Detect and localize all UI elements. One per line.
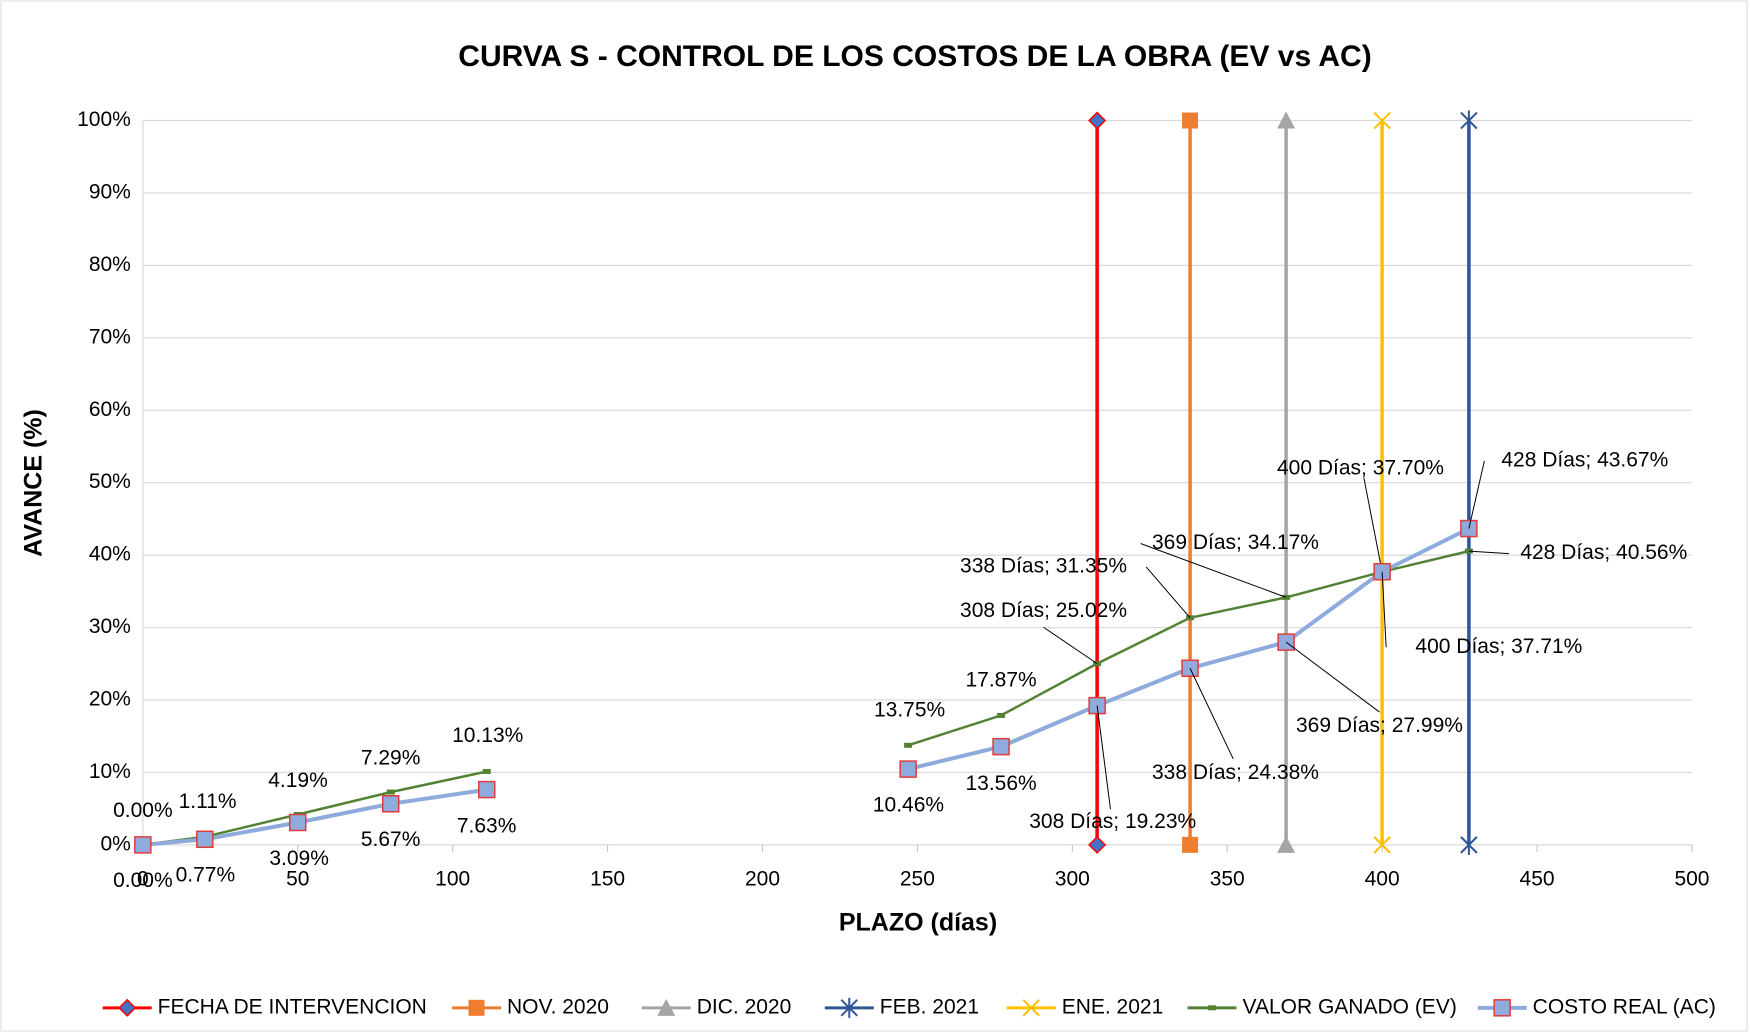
x-tick-label: 250 bbox=[900, 867, 935, 890]
legend-label: FECHA DE INTERVENCION bbox=[158, 995, 427, 1018]
chart-title: CURVA S - CONTROL DE LOS COSTOS DE LA OB… bbox=[458, 40, 1371, 73]
y-tick-label: 20% bbox=[89, 688, 131, 711]
x-tick-label: 0 bbox=[137, 867, 149, 890]
data-point bbox=[196, 830, 214, 849]
legend-marker bbox=[118, 998, 137, 1017]
legend-marker bbox=[1022, 999, 1040, 1017]
x-tick-label: 500 bbox=[1674, 867, 1709, 890]
data-label: 5.67% bbox=[361, 828, 421, 851]
y-tick-label: 10% bbox=[89, 760, 131, 783]
data-label: 17.87% bbox=[965, 668, 1036, 691]
data-label: 369 Días; 34.17% bbox=[1152, 531, 1319, 554]
legend-marker bbox=[1493, 999, 1511, 1017]
y-tick-label: 90% bbox=[89, 181, 131, 204]
legend-label: ENE. 2021 bbox=[1062, 995, 1164, 1018]
leader-line bbox=[1043, 626, 1098, 665]
leader-line bbox=[1189, 668, 1234, 760]
x-tick-label: 350 bbox=[1210, 867, 1245, 890]
data-point bbox=[899, 760, 917, 778]
x-tick-label: 100 bbox=[435, 867, 470, 890]
x-axis-title: PLAZO (días) bbox=[839, 909, 997, 937]
data-label: 338 Días; 31.35% bbox=[960, 555, 1127, 578]
legend-marker bbox=[840, 997, 858, 1018]
x-tick-label: 300 bbox=[1055, 867, 1090, 890]
data-label: 7.29% bbox=[361, 746, 421, 769]
data-point bbox=[1373, 111, 1391, 130]
data-label: 428 Días; 40.56% bbox=[1520, 541, 1687, 564]
y-tick-label: 60% bbox=[89, 398, 131, 421]
data-point bbox=[1373, 836, 1391, 854]
legend-label: NOV. 2020 bbox=[507, 995, 609, 1018]
data-point bbox=[1088, 111, 1107, 130]
leader-line bbox=[1468, 460, 1485, 529]
data-point bbox=[134, 836, 152, 854]
legend-label: FEB. 2021 bbox=[880, 995, 979, 1018]
data-label: 400 Días; 37.71% bbox=[1415, 635, 1582, 658]
data-point bbox=[381, 795, 400, 813]
data-point bbox=[1182, 112, 1199, 129]
data-point bbox=[482, 768, 491, 774]
legend-label: COSTO REAL (AC) bbox=[1533, 995, 1716, 1018]
leader-line bbox=[1285, 641, 1380, 713]
y-tick-label: 40% bbox=[89, 543, 131, 566]
legend-label: DIC. 2020 bbox=[697, 995, 792, 1018]
data-label: 1.11% bbox=[179, 790, 237, 813]
y-tick-label: 70% bbox=[89, 325, 131, 348]
y-tick-label: 80% bbox=[89, 253, 131, 276]
legend-marker bbox=[1208, 1005, 1216, 1011]
leader-line bbox=[1468, 550, 1509, 555]
data-label: 369 Días; 27.99% bbox=[1296, 714, 1463, 737]
x-tick-label: 450 bbox=[1520, 867, 1555, 890]
data-point bbox=[1460, 834, 1478, 855]
data-label: 338 Días; 24.38% bbox=[1152, 761, 1319, 784]
data-point bbox=[1182, 836, 1199, 853]
leader-line bbox=[1145, 566, 1191, 619]
data-label: 13.56% bbox=[965, 772, 1036, 795]
data-label: 308 Días; 19.23% bbox=[1029, 810, 1196, 833]
x-tick-label: 50 bbox=[286, 867, 309, 890]
data-label: 4.19% bbox=[268, 769, 328, 792]
data-label: 0.00% bbox=[113, 799, 173, 822]
x-tick-label: 150 bbox=[590, 867, 625, 890]
data-point bbox=[992, 737, 1010, 756]
data-label: 10.46% bbox=[873, 793, 944, 816]
data-label: 3.09% bbox=[269, 847, 329, 870]
data-point bbox=[904, 742, 913, 748]
data-point bbox=[1277, 835, 1296, 853]
data-label: 308 Días; 25.02% bbox=[960, 599, 1127, 622]
legend-marker bbox=[657, 998, 676, 1016]
data-point bbox=[1088, 835, 1107, 854]
y-tick-label: 50% bbox=[89, 470, 131, 493]
data-label: 428 Días; 43.67% bbox=[1501, 448, 1668, 471]
leader-line bbox=[1363, 477, 1383, 572]
data-point bbox=[997, 712, 1006, 718]
legend-marker bbox=[468, 999, 485, 1016]
data-label: 400 Días; 37.70% bbox=[1277, 456, 1444, 479]
y-tick-label: 0% bbox=[100, 832, 130, 855]
data-label: 7.63% bbox=[457, 815, 517, 838]
x-tick-label: 400 bbox=[1365, 867, 1400, 890]
y-axis-title: AVANCE (%) bbox=[20, 409, 48, 557]
leader-line bbox=[1096, 705, 1111, 810]
data-point bbox=[289, 813, 307, 832]
leader-line bbox=[1140, 543, 1287, 598]
data-label: 13.75% bbox=[874, 698, 945, 721]
x-tick-label: 200 bbox=[745, 867, 780, 890]
data-label: 0.77% bbox=[176, 864, 236, 887]
leader-line bbox=[1381, 571, 1387, 648]
data-point bbox=[1460, 110, 1478, 131]
legend-label: VALOR GANADO (EV) bbox=[1243, 995, 1457, 1018]
data-point bbox=[478, 780, 496, 799]
data-label: 0.00% bbox=[113, 869, 173, 892]
y-tick-label: 100% bbox=[77, 108, 131, 131]
y-tick-label: 30% bbox=[89, 615, 131, 638]
data-point bbox=[386, 789, 395, 795]
data-point bbox=[1277, 111, 1296, 129]
data-label: 10.13% bbox=[452, 724, 523, 747]
